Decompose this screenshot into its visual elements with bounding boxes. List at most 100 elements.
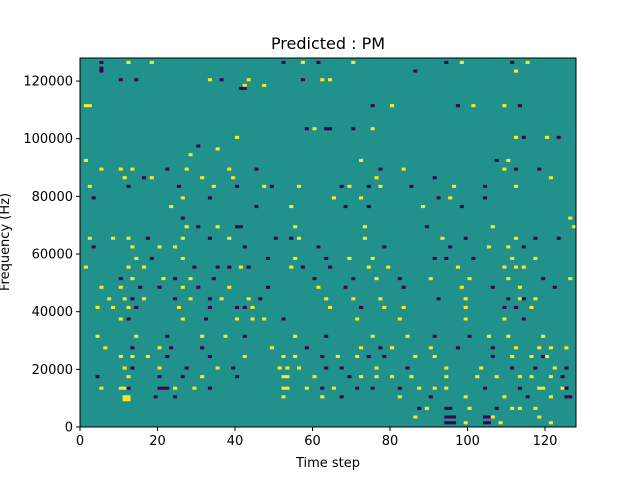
heatmap-cell: [432, 334, 437, 338]
y-tick-label: 60000: [32, 248, 73, 263]
heatmap-cell: [405, 334, 410, 338]
heatmap-cell: [122, 297, 127, 301]
heatmap-cell: [424, 225, 429, 229]
heatmap-cell: [564, 386, 569, 390]
heatmap-cell: [145, 354, 150, 359]
heatmap-cell: [134, 78, 139, 82]
heatmap-cell: [130, 277, 135, 281]
heatmap-cell: [448, 415, 453, 419]
heatmap-cell: [479, 366, 484, 370]
heatmap-cell: [362, 236, 367, 240]
heatmap-cell: [126, 265, 131, 269]
heatmap-cell: [99, 69, 104, 73]
heatmap-cell: [401, 167, 406, 171]
heatmap-cell: [246, 78, 251, 82]
y-axis-label: Frequency (Hz): [0, 193, 13, 291]
heatmap-cell: [428, 395, 433, 399]
heatmap-cell: [130, 297, 135, 301]
heatmap-cell: [118, 78, 123, 82]
heatmap-cell: [541, 277, 546, 281]
heatmap-cell: [196, 285, 201, 289]
heatmap-cell: [351, 127, 356, 131]
plot-area: [80, 58, 576, 427]
heatmap-cell: [83, 158, 88, 162]
heatmap-cell: [99, 386, 104, 390]
heatmap-cell: [382, 305, 387, 309]
heatmap-cell: [238, 265, 243, 269]
x-tick-label: 0: [76, 434, 84, 449]
heatmap-cell: [297, 366, 302, 370]
heatmap-cell: [180, 196, 185, 200]
heatmap-cell: [126, 60, 131, 64]
heatmap-cell: [246, 265, 251, 269]
heatmap-cell: [502, 104, 507, 108]
heatmap-cell: [204, 317, 209, 321]
heatmap-cell: [188, 153, 193, 157]
heatmap-cell: [300, 60, 305, 64]
heatmap-cell: [316, 245, 321, 249]
heatmap-cell: [157, 245, 162, 249]
heatmap-cell: [122, 366, 127, 370]
heatmap-cell: [235, 317, 240, 321]
heatmap-cell: [417, 386, 422, 390]
heatmap-cell: [506, 158, 511, 162]
heatmap-cell: [235, 375, 240, 379]
heatmap-cell: [529, 375, 534, 379]
heatmap-cell: [432, 386, 437, 390]
heatmap-cell: [126, 184, 131, 188]
heatmap-cell: [312, 127, 317, 131]
heatmap-cell: [180, 236, 185, 240]
heatmap-cell: [514, 346, 519, 350]
heatmap-cell: [285, 386, 290, 390]
heatmap-cell: [494, 158, 499, 162]
heatmap-cell: [502, 317, 507, 321]
heatmap-cell: [165, 334, 170, 338]
heatmap-cell: [374, 277, 379, 281]
heatmap-cell: [320, 78, 325, 82]
heatmap-cell: [548, 395, 553, 399]
heatmap-cell: [552, 366, 557, 370]
heatmap-cell: [409, 184, 414, 188]
y-tick-label: 120000: [23, 75, 73, 90]
heatmap-cell: [339, 184, 344, 188]
y-tick-label: 80000: [32, 190, 73, 205]
heatmap-cell: [448, 196, 453, 200]
heatmap-cell: [277, 366, 282, 370]
heatmap-cell: [281, 375, 286, 379]
heatmap-cell: [452, 184, 457, 188]
heatmap-cell: [397, 277, 402, 281]
heatmap-cell: [316, 60, 321, 64]
heatmap-cell: [556, 236, 561, 240]
heatmap-cell: [231, 366, 236, 370]
heatmap-cell: [266, 256, 271, 260]
heatmap-cell: [281, 60, 286, 64]
heatmap-cell: [537, 386, 542, 390]
heatmap-cell: [192, 265, 197, 269]
heatmap-cell: [173, 277, 178, 281]
heatmap-cell: [448, 421, 453, 425]
heatmap-cell: [560, 386, 565, 390]
x-tick-label: 40: [227, 434, 244, 449]
heatmap-cell: [157, 346, 162, 350]
heatmap-cell: [506, 297, 511, 301]
heatmap-cell: [103, 346, 108, 350]
heatmap-cell: [444, 415, 449, 419]
heatmap-cell: [359, 305, 364, 309]
heatmap-cell: [359, 158, 364, 162]
heatmap-cell: [378, 184, 383, 188]
heatmap-cell: [521, 245, 526, 249]
heatmap-cell: [99, 285, 104, 289]
heatmap-cell: [184, 366, 189, 370]
heatmap-cell: [328, 265, 333, 269]
heatmap-cell: [173, 386, 178, 390]
heatmap-cell: [169, 346, 174, 350]
heatmap-cell: [215, 265, 220, 269]
heatmap-cell: [514, 305, 519, 309]
plot-frame: [79, 57, 577, 428]
heatmap-cell: [533, 236, 538, 240]
heatmap-cell: [196, 225, 201, 229]
heatmap-cell: [490, 415, 495, 419]
heatmap-cell: [293, 225, 298, 229]
y-tick-label: 0: [65, 421, 73, 436]
heatmap-cell: [351, 60, 356, 64]
